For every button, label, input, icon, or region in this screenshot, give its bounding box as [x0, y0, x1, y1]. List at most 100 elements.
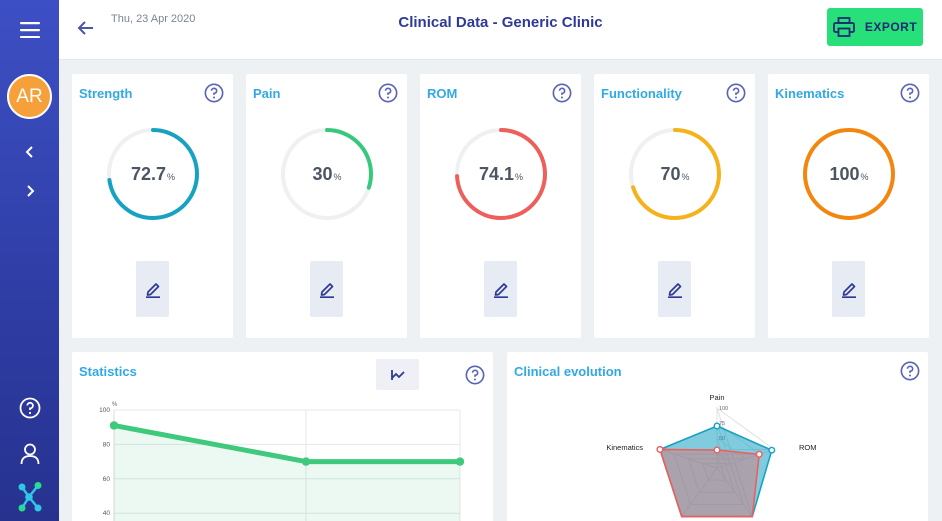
- trend-line-icon: [390, 369, 405, 380]
- gauge-number: 100: [829, 163, 860, 184]
- radar-axis-label: ROM: [799, 443, 817, 452]
- radar-scale-tick: 75: [719, 421, 725, 427]
- radar-point[interactable]: [755, 450, 763, 458]
- chevron-right-icon: [26, 185, 34, 197]
- brand-logo: [0, 481, 59, 513]
- help-icon: [378, 83, 398, 103]
- metric-title-rom: ROM: [427, 86, 458, 101]
- profile-button[interactable]: [0, 441, 59, 467]
- hamburger-icon: [19, 22, 40, 38]
- radar-point[interactable]: [713, 422, 721, 430]
- gauge-kinematics: [803, 128, 895, 220]
- gauge-arc-functionality: [629, 128, 721, 220]
- gauge-value-functionality: 70%: [626, 125, 724, 223]
- help-icon: [726, 83, 746, 103]
- clinical-evolution-radar-chart: 1007550PainROMKinematics: [606, 393, 817, 518]
- help-sidebar-button[interactable]: [0, 396, 59, 420]
- gauge-arc-kinematics: [803, 128, 895, 220]
- statistics-line-chart: %100 80 60 40: [99, 402, 465, 521]
- radar-series-area: [658, 448, 761, 518]
- gauge-unit: %: [860, 171, 869, 182]
- export-button[interactable]: EXPORT: [827, 8, 923, 46]
- gauge-value-kinematics: 100%: [800, 125, 898, 223]
- statistics-card: Statistics % 100 80 60 40: [72, 352, 493, 521]
- user-icon: [20, 443, 39, 465]
- gauge-number: 72.7: [130, 163, 167, 184]
- radar-point[interactable]: [713, 446, 721, 454]
- y-tick-label: 60: [103, 476, 111, 483]
- series-area: [114, 425, 460, 521]
- pencil-icon: [841, 283, 856, 298]
- metric-help-button-functionality[interactable]: [726, 83, 746, 103]
- metric-help-button-kinematics[interactable]: [900, 83, 920, 103]
- menu-button[interactable]: [0, 16, 59, 44]
- edit-button-kinematics[interactable]: [832, 261, 865, 317]
- chart-type-button[interactable]: [376, 359, 419, 390]
- avatar[interactable]: AR: [7, 74, 52, 119]
- metric-title-kinematics: Kinematics: [775, 86, 845, 101]
- data-point[interactable]: [455, 457, 465, 466]
- radar-point[interactable]: [768, 446, 776, 454]
- y-tick-label: 80: [103, 441, 111, 448]
- help-icon: [552, 83, 572, 103]
- chevron-left-icon: [25, 146, 33, 158]
- gauge-unit: %: [167, 171, 176, 182]
- gauge-number: 70: [660, 163, 681, 184]
- radar-point[interactable]: [656, 445, 664, 453]
- metric-help-button-rom[interactable]: [552, 83, 572, 103]
- metric-title-functionality: Functionality: [601, 86, 682, 101]
- gauge-value-pain: 30%: [278, 125, 376, 223]
- help-icon: [900, 83, 920, 103]
- gauge-pain: [281, 128, 373, 220]
- gauge-unit: %: [681, 171, 690, 182]
- help-icon: [204, 83, 224, 103]
- gauge-arc-rom: [455, 128, 547, 220]
- header-date: Thu, 23 Apr 2020: [111, 13, 196, 25]
- page-title: Clinical Data - Generic Clinic: [398, 14, 603, 31]
- edit-button-strength[interactable]: [136, 261, 169, 317]
- arrow-left-icon: [77, 21, 93, 35]
- edit-button-functionality[interactable]: [658, 261, 691, 317]
- statistics-help-button[interactable]: [465, 365, 485, 385]
- header: Thu, 23 Apr 2020 Clinical Data - Generic…: [59, 0, 942, 60]
- gauge-number: 74.1: [478, 163, 515, 184]
- next-button[interactable]: [0, 179, 59, 203]
- metric-help-button-strength[interactable]: [204, 83, 224, 103]
- metric-card-functionality: Functionality 70%: [594, 74, 755, 338]
- previous-button[interactable]: [0, 140, 59, 164]
- gauge-unit: %: [333, 171, 342, 182]
- metric-card-strength: Strength 72.7%: [72, 74, 233, 338]
- avatar-initials: AR: [16, 85, 43, 107]
- radar-scale-tick: 100: [719, 406, 728, 412]
- y-tick-label: 40: [103, 510, 111, 517]
- data-point[interactable]: [301, 457, 311, 466]
- data-point[interactable]: [109, 421, 119, 430]
- metric-title-strength: Strength: [79, 86, 133, 101]
- gauge-strength: [107, 128, 199, 220]
- radar-axis-label: Kinematics: [606, 443, 643, 452]
- y-axis-unit-label: %: [112, 402, 118, 408]
- metric-card-rom: ROM 74.1%: [420, 74, 581, 338]
- gauge-arc-pain: [281, 128, 373, 220]
- pencil-icon: [145, 283, 160, 298]
- edit-button-pain[interactable]: [310, 261, 343, 317]
- gauge-number: 30: [312, 163, 333, 184]
- help-icon: [900, 361, 920, 381]
- statistics-title: Statistics: [79, 364, 137, 379]
- export-label: EXPORT: [864, 20, 918, 34]
- sidebar: AR: [0, 0, 59, 521]
- help-icon: [465, 365, 485, 385]
- help-icon: [19, 397, 40, 419]
- pencil-icon: [493, 283, 508, 298]
- clinical-evolution-help-button[interactable]: [900, 361, 920, 381]
- clinical-evolution-title: Clinical evolution: [514, 364, 622, 379]
- radar-axis-label: Pain: [709, 393, 724, 402]
- back-button[interactable]: [75, 16, 97, 38]
- clinical-evolution-card: Clinical evolution 1007550PainROMKinemat…: [507, 352, 928, 521]
- gauge-value-strength: 72.7%: [104, 125, 202, 223]
- edit-button-rom[interactable]: [484, 261, 517, 317]
- pencil-icon: [319, 283, 334, 298]
- gauge-rom: [455, 128, 547, 220]
- metric-card-pain: Pain 30%: [246, 74, 407, 338]
- metric-help-button-pain[interactable]: [378, 83, 398, 103]
